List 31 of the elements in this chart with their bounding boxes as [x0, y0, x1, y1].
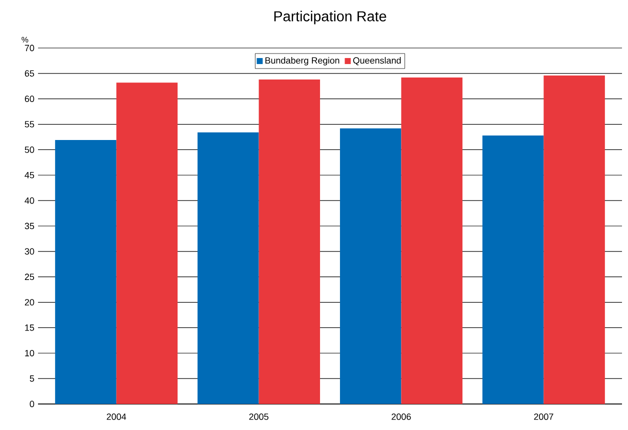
y-tick-label: 35	[24, 222, 34, 230]
bar	[544, 75, 605, 404]
y-tick-label: 20	[24, 299, 34, 306]
x-tick-label: 2004	[106, 414, 126, 420]
y-tick-label: 0	[30, 400, 34, 408]
y-axis-title: %	[22, 36, 28, 42]
bar	[116, 82, 178, 404]
legend-label: Bundaberg Region	[265, 57, 340, 66]
y-tick-label: 10	[25, 350, 34, 356]
y-tick-label: 55	[24, 121, 34, 128]
legend-label: Queensland	[353, 57, 401, 66]
bar	[401, 77, 462, 404]
y-tick-label: 70	[24, 44, 34, 52]
bar	[340, 128, 402, 404]
bar	[55, 140, 116, 404]
x-tick-label: 2006	[392, 414, 411, 420]
chart-title: Participation Rate	[274, 10, 386, 24]
y-tick-label: 45	[24, 172, 34, 178]
bar	[258, 80, 320, 404]
y-tick-label: 30	[24, 248, 34, 255]
y-tick-label: 60	[24, 96, 34, 102]
y-tick-label: 50	[24, 146, 34, 153]
y-tick-label: 15	[25, 324, 34, 331]
x-tick-label: 2007	[534, 414, 554, 420]
y-tick-label: 65	[24, 70, 34, 77]
y-tick-label: 5	[30, 375, 34, 382]
y-tick-label: 25	[24, 274, 34, 280]
y-tick-label: 40	[24, 197, 34, 204]
x-tick-label: 2005	[249, 414, 268, 420]
bar	[198, 132, 259, 404]
bar	[482, 135, 544, 404]
